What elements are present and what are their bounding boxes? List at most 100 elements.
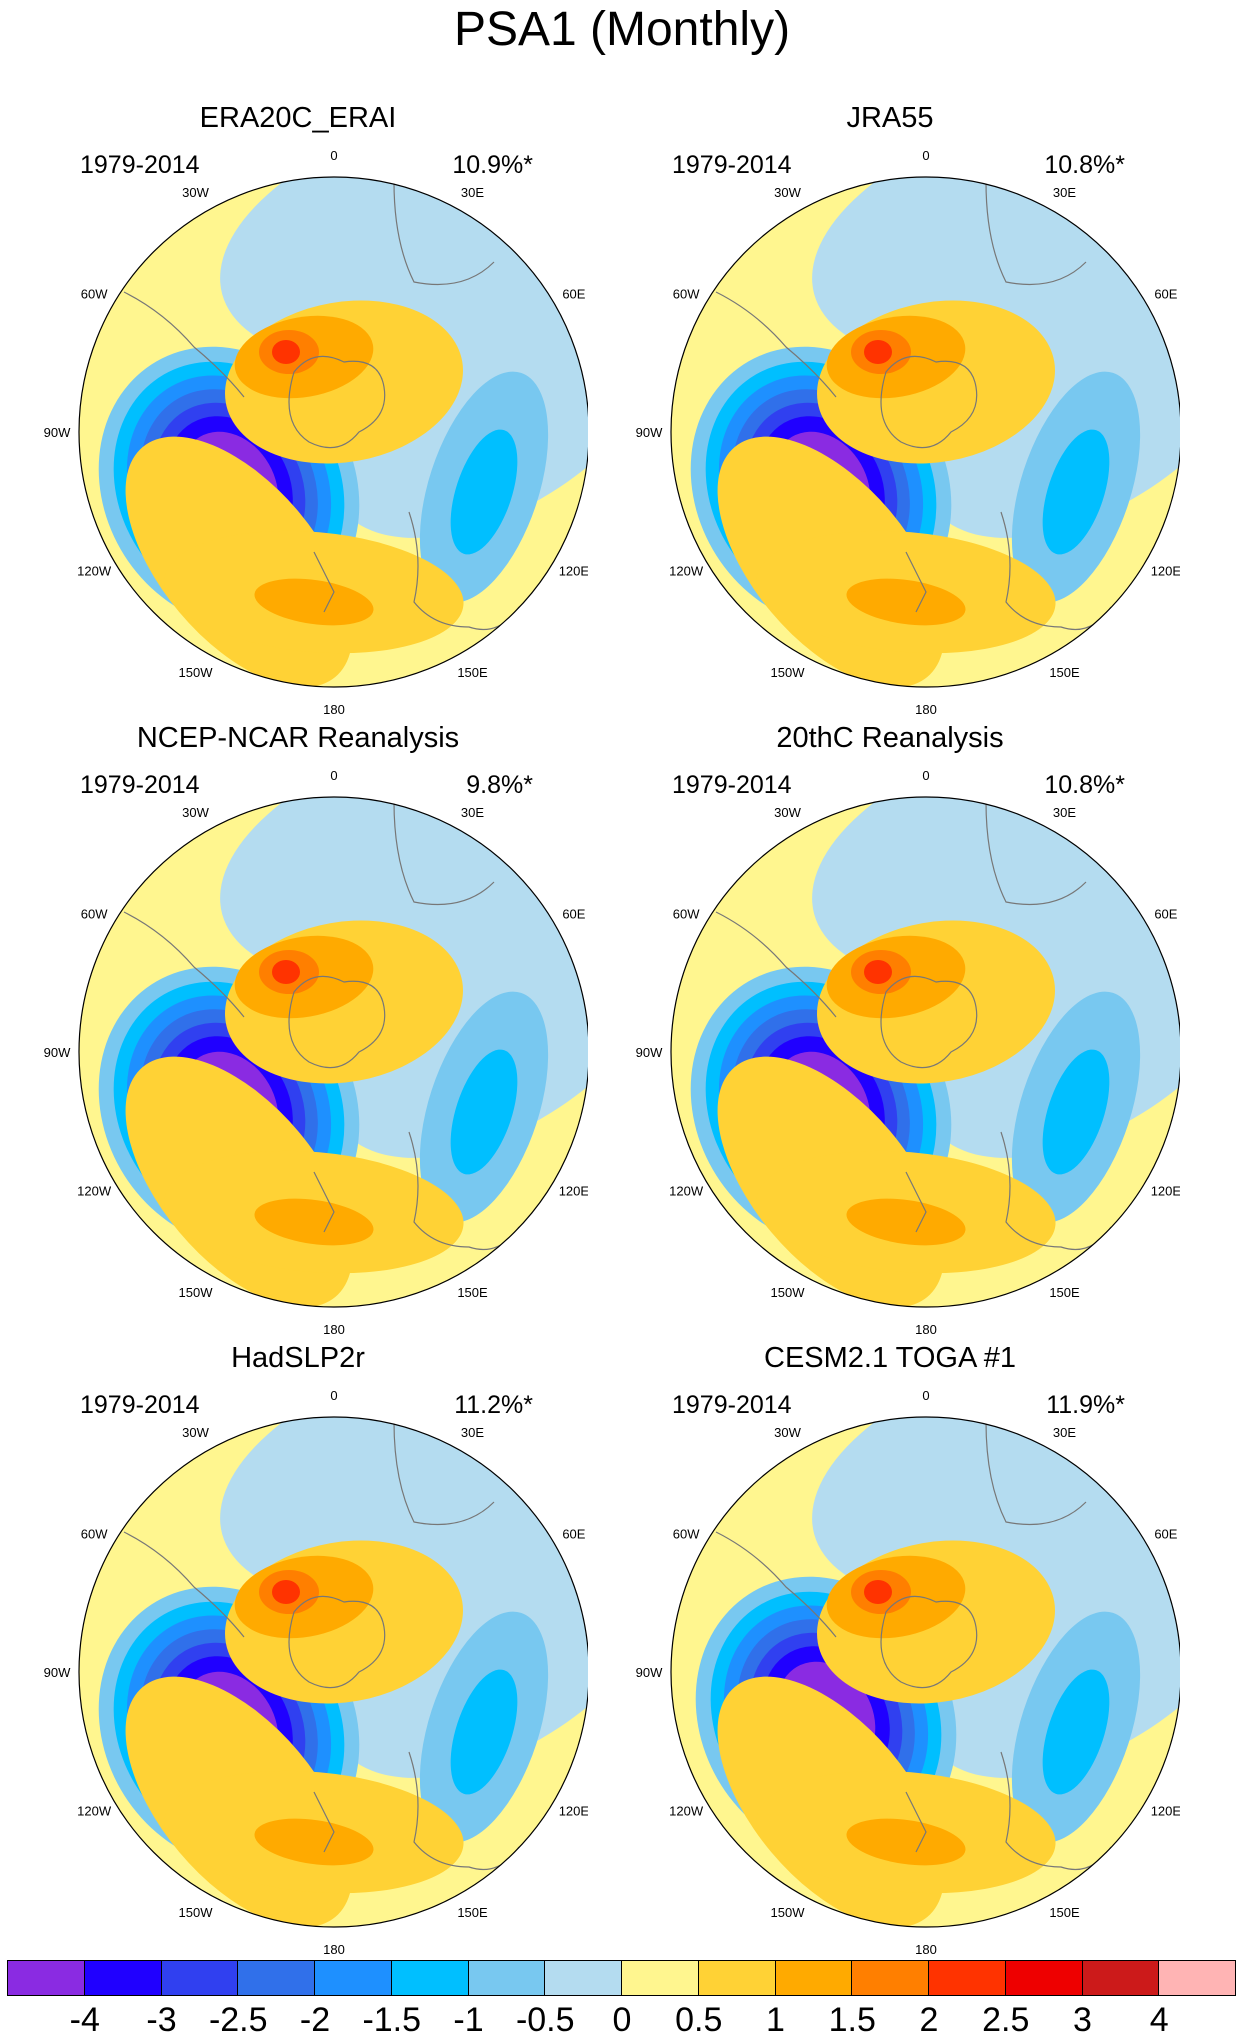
longitude-label: 0 (330, 768, 337, 783)
colorbar-tick-label: -2.5 (208, 2001, 268, 2039)
longitude-label: 30E (461, 1425, 484, 1440)
longitude-label: 120E (1151, 1184, 1180, 1199)
field-contour (272, 340, 300, 364)
map-panel: 20thC Reanalysis 1979-2014 10.8%* 0 30E 60E 90… (600, 720, 1180, 1340)
longitude-label: 150W (179, 1905, 214, 1920)
figure-title: PSA1 (Monthly) (453, 3, 791, 56)
longitude-label: 90W (44, 1665, 71, 1680)
longitude-label: 150E (1049, 1905, 1080, 1920)
map-boundary (670, 796, 1180, 1308)
panel-title: CESM2.1 TOGA #1 (764, 1342, 1016, 1374)
longitude-label: 150E (457, 665, 488, 680)
colorbar-tick-label: 0 (612, 2001, 632, 2039)
longitude-label: 60E (562, 1527, 585, 1542)
longitude-label: 0 (330, 1388, 337, 1403)
longitude-label: 180 (915, 1942, 937, 1957)
field-contour (846, 578, 966, 626)
longitude-label: 90W (636, 1665, 663, 1680)
longitude-label: 0 (922, 148, 929, 163)
longitude-label: 120E (559, 564, 588, 579)
field-contour (846, 1198, 966, 1246)
colorbar-swatch (1004, 1960, 1083, 1996)
colorbar-swatch (7, 1960, 85, 1996)
panel-title: ERA20C_ERAI (199, 102, 397, 134)
longitude-label: 180 (323, 1942, 345, 1957)
longitude-label: 120W (669, 1184, 704, 1199)
field-contour (1042, 1049, 1110, 1175)
longitude-label: 90W (44, 425, 71, 440)
longitude-label: 30E (1053, 185, 1076, 200)
polar-map: 030E60E90E120E150E180150W120W90W60W30W (636, 768, 1180, 1337)
panel-variance: 10.9%* (452, 151, 533, 179)
longitude-label: 120W (77, 564, 112, 579)
longitude-label: 120E (1151, 564, 1180, 579)
longitude-label: 180 (915, 702, 937, 717)
colorbar-tick-label: -1 (453, 2001, 484, 2039)
longitude-label: 30W (182, 185, 209, 200)
field-contour (864, 1580, 892, 1604)
field-contour (254, 578, 374, 626)
panel-variance: 11.9%* (1046, 1391, 1125, 1419)
longitude-label: 120W (77, 1804, 112, 1819)
colorbar-swatch (314, 1960, 392, 1996)
longitude-label: 30W (182, 805, 209, 820)
longitude-label: 30W (182, 1425, 209, 1440)
map-boundary (78, 1416, 588, 1928)
polar-map: 030E60E90E120E150E180150W120W90W60W30W (44, 148, 588, 717)
colorbar-tick-label: -1.5 (362, 2001, 422, 2039)
colorbar-tick-label: 1 (766, 2001, 785, 2039)
polar-map: 030E60E90E120E150E180150W120W90W60W30W (44, 768, 588, 1337)
field-contour (450, 429, 518, 555)
longitude-label: 180 (323, 702, 345, 717)
panel-variance: 11.2%* (454, 1391, 533, 1419)
longitude-label: 150E (457, 1905, 488, 1920)
panel-title: NCEP-NCAR Reanalysis (136, 722, 460, 754)
colorbar-tick-label: -4 (69, 2001, 100, 2039)
longitude-label: 60W (81, 907, 108, 922)
longitude-label: 60W (81, 1527, 108, 1542)
longitude-label: 120E (1151, 1804, 1180, 1819)
longitude-label: 60E (562, 907, 585, 922)
longitude-label: 120E (559, 1804, 588, 1819)
longitude-label: 150E (1049, 665, 1080, 680)
colorbar-swatch (928, 1960, 1006, 1996)
longitude-label: 60W (673, 287, 700, 302)
colorbar-swatch (774, 1960, 853, 1996)
longitude-label: 120W (669, 1804, 704, 1819)
field-contour (1042, 1669, 1110, 1795)
longitude-label: 120E (559, 1184, 588, 1199)
polar-map: 030E60E90E120E150E180150W120W90W60W30W (636, 148, 1180, 717)
longitude-label: 120W (669, 564, 704, 579)
longitude-label: 60W (81, 287, 108, 302)
colorbar-tick-label: 3 (1073, 2001, 1092, 2039)
longitude-label: 30W (774, 185, 801, 200)
field-contour (1042, 429, 1110, 555)
panel-title: JRA55 (846, 102, 934, 134)
longitude-label: 180 (323, 1322, 345, 1337)
colorbar-swatch (160, 1960, 239, 1996)
colorbar-labels: -4 -3 -2.5 -2 -1.5 -1 -0.5 0 0.5 1 1.5 2 2.5 3 4 (0, 2000, 1244, 2040)
longitude-label: 30E (1053, 805, 1076, 820)
longitude-label: 150W (771, 665, 806, 680)
panel-years: 1979-2014 (672, 771, 792, 799)
panel-title: HadSLP2r (231, 1342, 365, 1374)
longitude-label: 120W (77, 1184, 112, 1199)
colorbar-tick-label: 2.5 (982, 2001, 1030, 2039)
panel-years: 1979-2014 (80, 1391, 200, 1419)
field-contour (450, 1669, 518, 1795)
field-contour (450, 1049, 518, 1175)
longitude-label: 60W (673, 1527, 700, 1542)
colorbar-swatch (83, 1960, 162, 1996)
field-contour (864, 340, 892, 364)
colorbar-swatch (1081, 1960, 1160, 1996)
longitude-label: 150E (1049, 1285, 1080, 1300)
longitude-label: 0 (922, 1388, 929, 1403)
panel-years: 1979-2014 (672, 1391, 792, 1419)
field-contour (846, 1818, 966, 1866)
longitude-label: 150W (771, 1285, 806, 1300)
colorbar-tick-label: 1.5 (828, 2001, 876, 2039)
map-panel: ERA20C_ERAI1979-201410.9%*030E60E90E120E… (8, 100, 588, 720)
colorbar-swatch (544, 1960, 622, 1996)
longitude-label: 0 (922, 768, 929, 783)
longitude-label: 60E (1154, 287, 1177, 302)
